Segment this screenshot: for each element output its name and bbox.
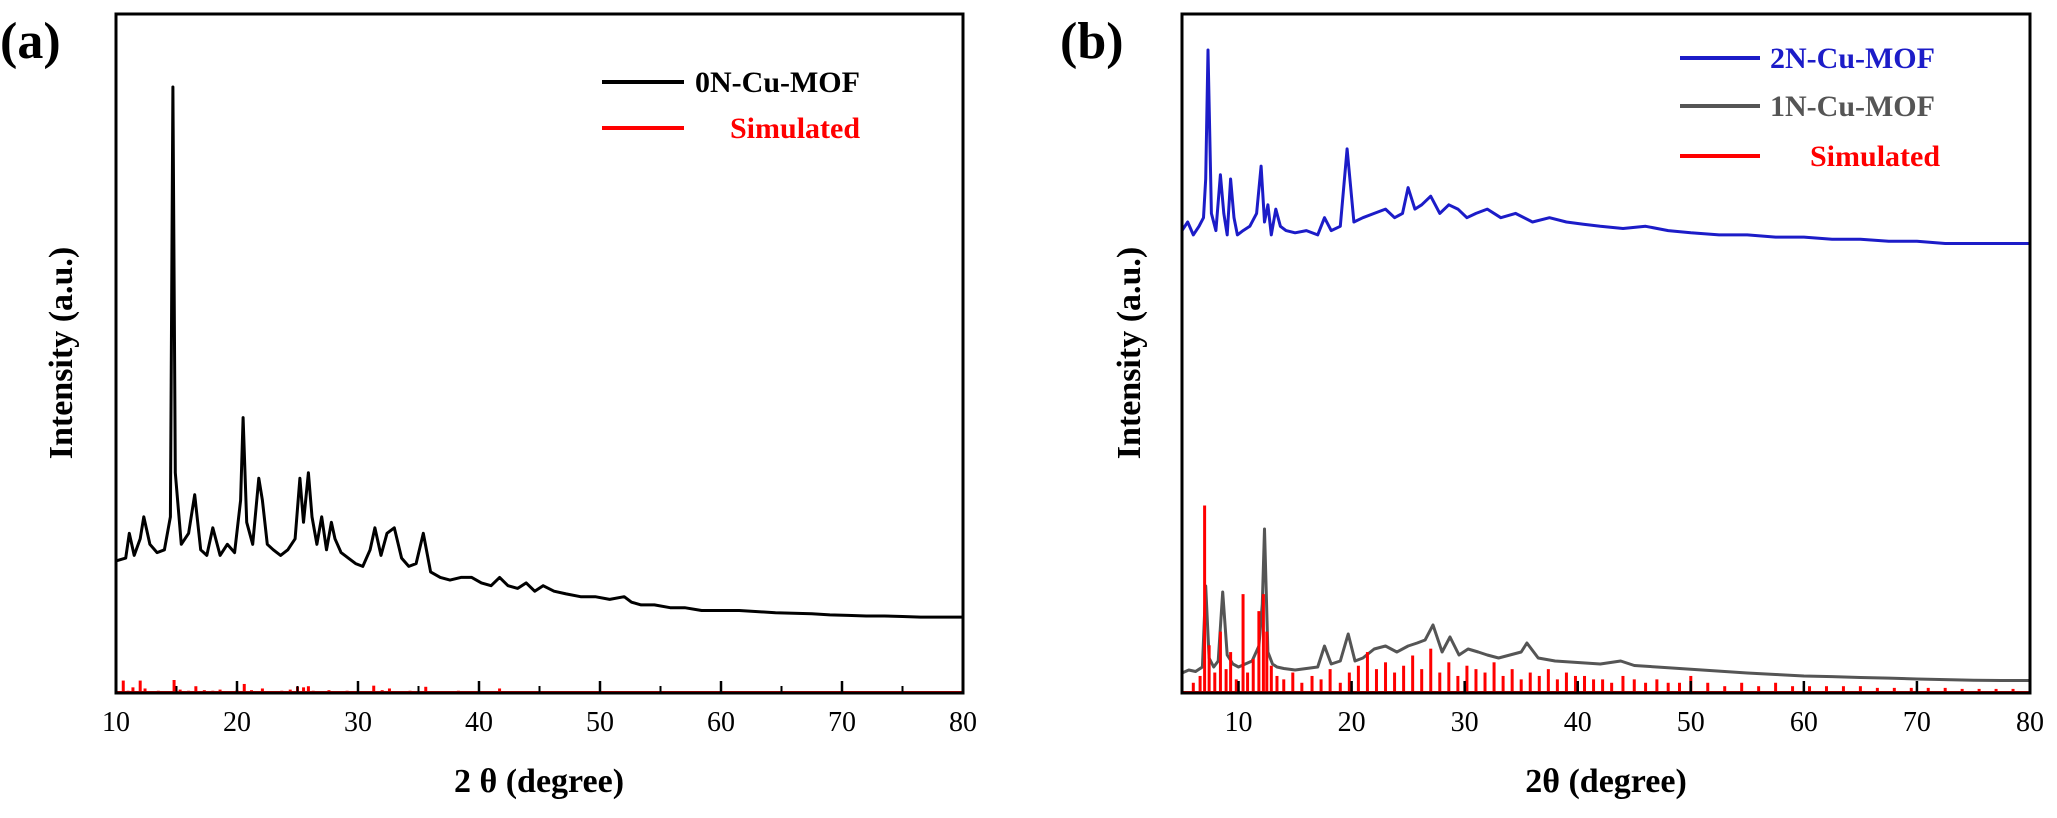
x-tick-label: 60 — [707, 707, 735, 738]
series-line-0n-cu-mof-a — [116, 85, 963, 619]
panel-a-legend: 0N-Cu-MOF Simulated — [602, 66, 860, 145]
panel-a-x-axis-title: 2 θ (degree) — [454, 763, 624, 800]
legend-label-0n-cu-mof: 0N-Cu-MOF — [695, 66, 860, 99]
panel-b-y-axis-title: Intensity (a.u.) — [1111, 247, 1148, 460]
panel-b-legend: 2N-Cu-MOF 1N-Cu-MOF Simulated — [1680, 42, 1940, 173]
x-tick-label: 50 — [586, 707, 614, 738]
x-tick-label: 10 — [102, 707, 130, 738]
series-line-2n-cu-mof-b — [1182, 48, 2030, 245]
legend-label-1n-cu-mof: 1N-Cu-MOF — [1770, 90, 1935, 123]
x-tick-label: 20 — [223, 707, 251, 738]
panel-a: (a) 10 20 30 40 50 60 70 80 2 θ (degree) Intens… — [0, 12, 977, 800]
legend-label-2n-cu-mof: 2N-Cu-MOF — [1770, 42, 1935, 75]
panel-a-plot-area — [116, 85, 963, 693]
x-tick-label: 50 — [1677, 707, 1705, 738]
x-tick-label: 30 — [344, 707, 372, 738]
panel-b-label: (b) — [1060, 13, 1124, 70]
x-tick-label: 80 — [949, 707, 977, 738]
x-tick-label: 20 — [1338, 707, 1366, 738]
panel-a-label: (a) — [0, 13, 61, 70]
panel-a-y-axis-title: Intensity (a.u.) — [43, 247, 80, 460]
x-tick-label: 30 — [1451, 707, 1479, 738]
x-tick-label: 70 — [828, 707, 856, 738]
panel-b-x-axis-title: 2θ (degree) — [1525, 763, 1687, 800]
panel-a-x-ticks: 10 20 30 40 50 60 70 80 — [102, 681, 977, 738]
panel-b-x-ticks: 10 20 30 40 50 60 70 80 — [1225, 681, 2044, 738]
x-tick-label: 70 — [1903, 707, 1931, 738]
panel-b-frame — [1180, 12, 2032, 695]
x-tick-label: 10 — [1225, 707, 1253, 738]
series-line-1n-cu-mof-b — [1182, 527, 2030, 682]
panel-b: (b) 10 20 30 40 50 60 70 80 2θ (degree) Intensi… — [1060, 12, 2044, 800]
x-tick-label: 60 — [1790, 707, 1818, 738]
legend-label-simulated-a: Simulated — [730, 112, 860, 145]
legend-label-simulated-b: Simulated — [1810, 140, 1940, 173]
x-tick-label: 80 — [2016, 707, 2044, 738]
x-tick-label: 40 — [465, 707, 493, 738]
x-tick-label: 40 — [1564, 707, 1592, 738]
